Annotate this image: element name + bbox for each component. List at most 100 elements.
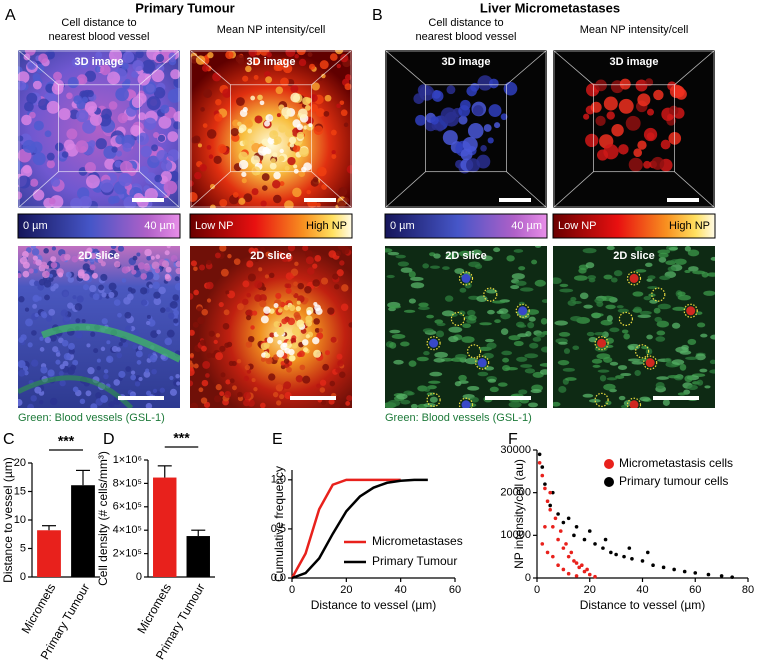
cell xyxy=(508,401,522,408)
cell xyxy=(94,65,102,73)
cell xyxy=(103,369,109,374)
cell xyxy=(280,58,288,65)
background xyxy=(385,50,547,208)
cell xyxy=(67,77,79,89)
cell xyxy=(77,271,85,279)
cell xyxy=(75,140,89,153)
cell xyxy=(679,363,687,371)
cell xyxy=(207,51,214,59)
outline xyxy=(458,271,474,286)
cell xyxy=(153,87,166,99)
cell xyxy=(285,129,293,137)
cell xyxy=(497,382,508,387)
cell xyxy=(206,298,212,303)
y-tick-label: 2×10⁵ xyxy=(113,548,142,560)
cell xyxy=(61,339,69,347)
y-axis-label: Cumulative frequency xyxy=(272,466,286,582)
cell xyxy=(275,292,282,299)
cell xyxy=(130,370,136,375)
cell xyxy=(246,260,254,268)
cell xyxy=(67,302,74,309)
cell xyxy=(334,402,341,408)
cell xyxy=(238,197,246,205)
cell xyxy=(658,252,669,258)
cell xyxy=(117,112,128,124)
cell xyxy=(156,150,168,162)
cell xyxy=(106,340,111,345)
y-tick-label: 0 xyxy=(136,571,142,583)
cell xyxy=(273,171,281,180)
cell xyxy=(239,109,248,117)
point xyxy=(622,554,626,559)
cell xyxy=(429,265,441,269)
cell xyxy=(72,359,79,366)
cell xyxy=(87,367,95,375)
cell xyxy=(684,375,693,383)
cell xyxy=(616,305,624,309)
cell xyxy=(100,273,108,282)
cell xyxy=(208,330,215,337)
image xyxy=(385,246,547,408)
y-tick-label: 1×10⁶ xyxy=(113,454,142,466)
cell xyxy=(338,187,348,197)
cell xyxy=(590,101,602,113)
cell xyxy=(458,374,467,382)
cell xyxy=(227,253,232,259)
cell xyxy=(214,113,223,122)
cell xyxy=(190,180,194,187)
cell xyxy=(37,284,45,291)
point xyxy=(543,525,547,529)
cell xyxy=(442,266,450,270)
cell xyxy=(428,380,441,384)
cell xyxy=(471,249,482,256)
cell xyxy=(539,369,547,375)
cell xyxy=(700,333,708,338)
cell xyxy=(319,379,327,386)
cell xyxy=(312,176,319,183)
cell xyxy=(389,342,397,349)
cell xyxy=(553,401,561,407)
cell xyxy=(277,308,283,313)
cell xyxy=(311,82,320,91)
cell xyxy=(710,334,715,340)
cell xyxy=(208,154,214,159)
cell xyxy=(99,64,111,76)
cell xyxy=(261,173,270,181)
cell xyxy=(92,293,100,301)
cell xyxy=(513,340,524,347)
cell xyxy=(161,260,170,268)
cell xyxy=(625,115,641,131)
cell xyxy=(408,270,416,278)
cell xyxy=(446,85,456,95)
cell xyxy=(639,396,651,402)
cell xyxy=(164,337,173,346)
cell xyxy=(306,189,311,195)
point xyxy=(587,529,592,533)
point xyxy=(651,563,655,567)
cell xyxy=(213,155,222,164)
cell xyxy=(245,65,252,73)
cell xyxy=(245,341,253,348)
cell xyxy=(32,255,38,261)
outline xyxy=(626,271,642,286)
cell xyxy=(18,337,25,343)
image xyxy=(18,50,180,208)
cell xyxy=(140,299,148,306)
cell xyxy=(462,323,472,328)
cell xyxy=(670,259,682,263)
cell xyxy=(316,383,321,388)
cell xyxy=(595,115,606,126)
cell xyxy=(482,352,494,359)
cell xyxy=(247,128,253,134)
cell xyxy=(146,255,152,261)
cell xyxy=(38,53,48,64)
cell xyxy=(57,272,64,278)
bar xyxy=(37,530,61,577)
cell xyxy=(660,139,671,150)
cell xyxy=(96,365,101,371)
cell xyxy=(144,172,157,185)
cell xyxy=(415,114,427,126)
cell xyxy=(136,360,142,365)
y-tick-label: 0.5 xyxy=(271,523,286,535)
cell xyxy=(115,87,129,102)
